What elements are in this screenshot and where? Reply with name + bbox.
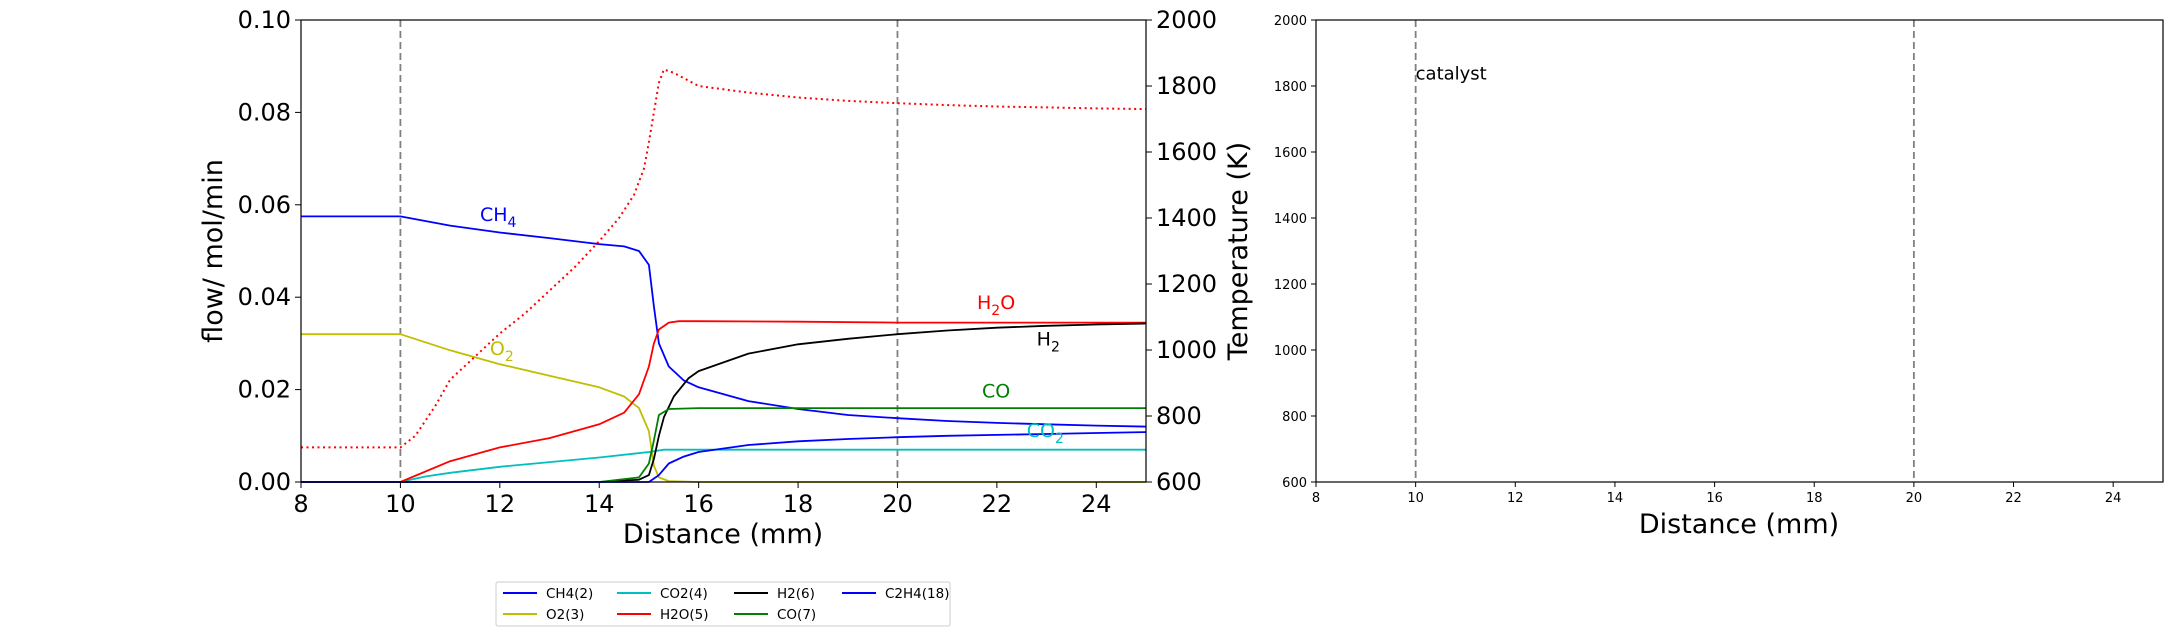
- catalyst-boundary-lines: [399, 20, 899, 482]
- y2-tick-label: 1200: [1156, 270, 1217, 298]
- y-tick-label: 0.10: [238, 6, 291, 34]
- y-tick-label: 1600: [1274, 146, 1307, 161]
- legend-entry: CO(7): [734, 607, 816, 623]
- series-lines: [301, 68, 1147, 483]
- x-tick-label: 8: [1312, 491, 1320, 506]
- x-ticks: 8 10 12 14 16 18 20 22 24: [1312, 482, 2122, 506]
- legend-label: CO(7): [777, 607, 816, 623]
- y2-tick-label: 800: [1156, 402, 1202, 430]
- y-ticks: 0.00 0.02 0.04 0.06 0.08 0.10: [238, 6, 301, 496]
- legend-label: H2O(5): [660, 607, 709, 623]
- y2-ticks: 600 800 1000 1200 1400 1600 1800 2000: [1146, 6, 1217, 496]
- curve-label: CO: [982, 380, 1010, 402]
- y-axis-label: flow/ mol/min: [198, 159, 229, 343]
- plot-frame: [300, 19, 1147, 483]
- x-tick-label: 14: [1607, 491, 1624, 506]
- y-tick-label: 1400: [1274, 212, 1307, 227]
- x-tick-label: 16: [1706, 491, 1723, 506]
- legend-entry: CO2(4): [617, 586, 708, 602]
- y2-tick-label: 1800: [1156, 72, 1217, 100]
- y-tick-label: 1800: [1274, 80, 1307, 95]
- series-line-2: [301, 448, 1146, 483]
- x-ticks: 8 10 12 14 16 18 20 22 24: [293, 482, 1112, 518]
- y2-tick-label: 1000: [1156, 336, 1217, 364]
- x-tick-label: 18: [783, 490, 814, 518]
- y2-axis-label: Temperature (K): [1223, 142, 1254, 361]
- y-tick-label: 0.06: [238, 191, 291, 219]
- curve-labels: CH4 O2 H2O H2 CO CO2: [480, 204, 1064, 447]
- y-tick-label: 2000: [1274, 14, 1307, 29]
- x-tick-label: 10: [385, 490, 416, 518]
- y2-tick-label: 1600: [1156, 138, 1217, 166]
- legend-entry: H2(6): [734, 586, 815, 602]
- y-tick-label: 600: [1282, 476, 1307, 491]
- y-tick-label: 0.00: [238, 468, 291, 496]
- x-tick-label: 16: [683, 490, 714, 518]
- legend-entry: O2(3): [503, 607, 584, 623]
- series-line-6: [301, 431, 1147, 483]
- series-line-4: [301, 322, 1147, 483]
- series-line-7: [301, 68, 1147, 449]
- y-tick-label: 0.02: [238, 376, 291, 404]
- y2-tick-label: 2000: [1156, 6, 1217, 34]
- legend-label: CO2(4): [660, 586, 708, 602]
- curve-label: H2O: [977, 292, 1015, 319]
- legend-entry: CH4(2): [503, 586, 593, 602]
- y-ticks: 600 800 1000 1200 1400 1600 1800 2000: [1274, 14, 1316, 491]
- x-axis-label: Distance (mm): [623, 519, 823, 550]
- legend-label: C2H4(18): [885, 586, 949, 602]
- y-tick-label: 0.08: [238, 98, 291, 126]
- x-tick-label: 20: [1906, 491, 1923, 506]
- annotation-label: catalyst: [1416, 63, 1487, 84]
- x-tick-label: 10: [1407, 491, 1424, 506]
- legend-frame: [495, 581, 951, 627]
- y2-tick-label: 1400: [1156, 204, 1217, 232]
- x-tick-label: 12: [1507, 491, 1524, 506]
- x-tick-label: 18: [1806, 491, 1823, 506]
- curve-label: H2: [1037, 329, 1060, 356]
- legend-label: H2(6): [777, 586, 815, 602]
- x-tick-label: 20: [882, 490, 913, 518]
- catalyst-boundary-lines: [1414, 20, 1915, 482]
- x-tick-label: 14: [584, 490, 615, 518]
- x-axis-label: Distance (mm): [1639, 509, 1839, 540]
- curve-label: CO2: [1027, 420, 1064, 447]
- x-tick-label: 8: [293, 490, 308, 518]
- x-tick-label: 22: [982, 490, 1013, 518]
- x-tick-label: 24: [2105, 491, 2122, 506]
- legend-label: CH4(2): [546, 586, 593, 602]
- y-tick-label: 800: [1282, 410, 1307, 425]
- legend-entry: C2H4(18): [842, 586, 949, 602]
- series-line-0: [301, 215, 1147, 428]
- curve-label: O2: [490, 338, 514, 365]
- y2-tick-label: 600: [1156, 468, 1202, 496]
- legend: CH4(2) CO2(4) H2(6) C2H4(18) O2(3) H2O(5) CO(7…: [495, 581, 951, 627]
- curve-label: CH4: [480, 204, 517, 231]
- annotations: catalyst: [1416, 63, 1487, 84]
- legend-entry: H2O(5): [617, 607, 709, 623]
- y-tick-label: 0.04: [238, 283, 291, 311]
- x-tick-label: 24: [1081, 490, 1112, 518]
- x-tick-label: 12: [485, 490, 516, 518]
- x-tick-label: 22: [2005, 491, 2022, 506]
- legend-label: O2(3): [546, 607, 584, 623]
- right-chart: 8 10 12 14 16 18 20 22 24 600 800 1000 1200 1400 1600…: [1274, 14, 2164, 540]
- plot-frame: [1315, 19, 2164, 483]
- y-tick-label: 1000: [1274, 344, 1307, 359]
- series-line-3: [301, 320, 1146, 483]
- y-tick-label: 1200: [1274, 278, 1307, 293]
